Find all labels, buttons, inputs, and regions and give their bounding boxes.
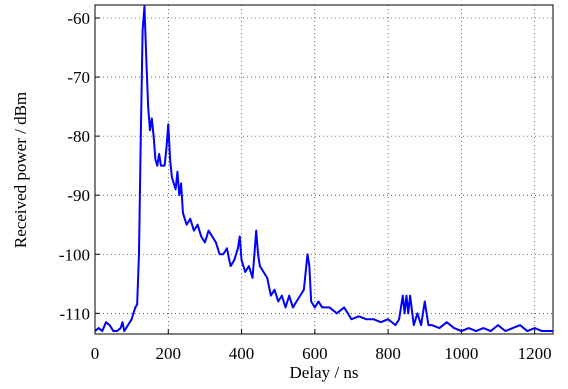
- x-tick-label: 200: [156, 344, 182, 363]
- y-tick-label: -110: [59, 304, 90, 323]
- y-tick-label: -100: [59, 245, 90, 264]
- y-axis-label: Received power / dBm: [11, 92, 30, 248]
- x-tick-label: 1000: [444, 344, 478, 363]
- x-tick-label: 800: [375, 344, 401, 363]
- y-tick-label: -90: [67, 186, 90, 205]
- plot-frame: [94, 4, 554, 335]
- data-line: [94, 5, 553, 333]
- x-tick-label: 400: [229, 344, 255, 363]
- y-tick-label: -80: [67, 127, 90, 146]
- y-tick-label: -70: [67, 68, 90, 87]
- y-tick-label: -60: [67, 9, 90, 28]
- x-tick-label: 600: [302, 344, 328, 363]
- x-tick-label: 0: [91, 344, 100, 363]
- x-tick-label: 1200: [518, 344, 552, 363]
- x-axis-label: Delay / ns: [290, 363, 359, 382]
